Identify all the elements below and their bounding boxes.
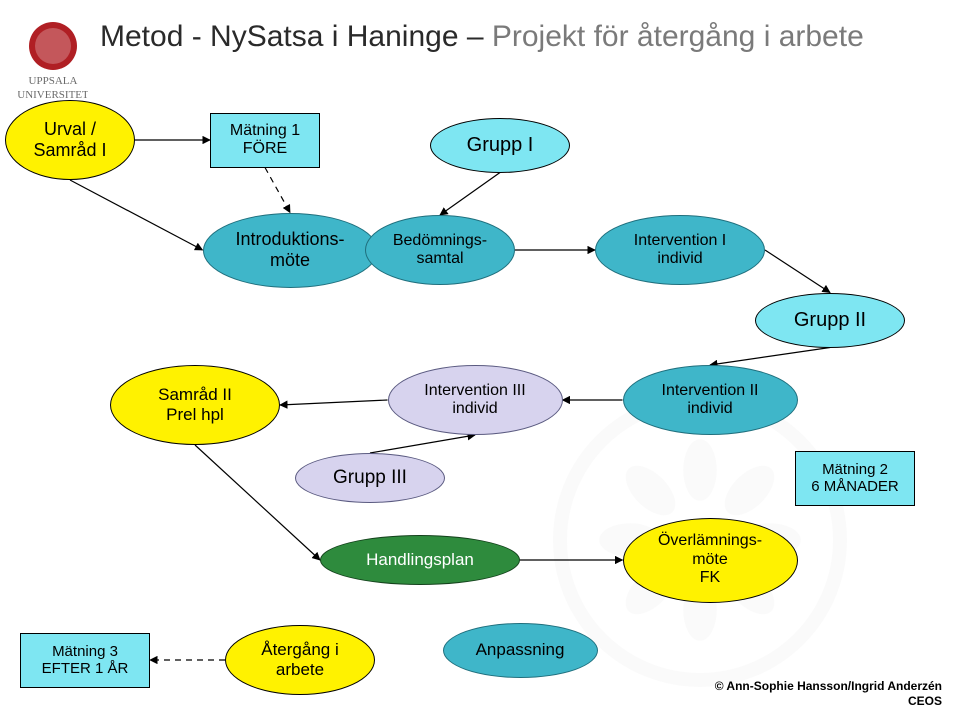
node-int1: Intervention I individ	[595, 215, 765, 285]
node-grupp1: Grupp I	[430, 118, 570, 173]
footer-credits: © Ann-Sophie Hansson/Ingrid Anderzén CEO…	[715, 679, 942, 708]
node-label: Återgång i arbete	[255, 638, 345, 681]
title-prefix: Metod - NySatsa i Haninge –	[100, 20, 492, 53]
edge-int3-samrad2	[280, 400, 388, 405]
flow-edges	[0, 0, 960, 720]
node-bedom: Bedömnings- samtal	[365, 215, 515, 285]
node-label: Mätning 1 FÖRE	[224, 120, 306, 161]
node-grupp2: Grupp II	[755, 293, 905, 348]
svg-text:UNIVERSITET: UNIVERSITET	[18, 89, 88, 101]
footer-line1: © Ann-Sophie Hansson/Ingrid Anderzén	[715, 679, 942, 693]
node-label: Överlämnings- möte FK	[652, 530, 768, 589]
node-label: Introduktions- möte	[229, 227, 350, 272]
node-int3: Intervention III individ	[388, 365, 563, 435]
node-matning1: Mätning 1 FÖRE	[210, 113, 320, 168]
node-label: Mätning 2 6 MÅNADER	[805, 459, 905, 498]
edge-int1-grupp2	[765, 250, 830, 293]
node-atergang: Återgång i arbete	[225, 625, 375, 695]
edge-grupp3-int3	[370, 435, 475, 453]
node-intro: Introduktions- möte	[203, 213, 378, 288]
edge-grupp2-int2	[710, 348, 830, 366]
node-label: Urval / Samråd I	[27, 117, 112, 162]
node-anpass: Anpassning	[443, 623, 598, 678]
university-logo: UPPSALA UNIVERSITET	[18, 18, 88, 113]
node-label: Intervention II individ	[656, 380, 765, 421]
edge-matning1-intro	[265, 168, 290, 213]
node-label: Intervention I individ	[628, 230, 733, 271]
page-title: Metod - NySatsa i Haninge – Projekt för …	[100, 20, 864, 54]
title-suffix: Projekt för återgång i arbete	[492, 20, 864, 53]
footer-line2: CEOS	[715, 694, 942, 708]
node-label: Bedömnings- samtal	[387, 230, 493, 271]
edge-grupp1-bedom	[440, 173, 500, 216]
diagram-stage: UPPSALA UNIVERSITET Metod - NySatsa i Han…	[0, 0, 960, 720]
node-samrad2: Samråd II Prel hpl	[110, 365, 280, 445]
node-handl: Handlingsplan	[320, 535, 520, 585]
node-matning3: Mätning 3 EFTER 1 ÅR	[20, 633, 150, 688]
node-label: Grupp I	[461, 132, 540, 159]
node-overl: Överlämnings- möte FK	[623, 518, 798, 603]
node-urval: Urval / Samråd I	[5, 100, 135, 180]
node-label: Grupp III	[327, 465, 413, 491]
node-label: Samråd II Prel hpl	[152, 383, 238, 426]
node-int2: Intervention II individ	[623, 365, 798, 435]
node-matning2: Mätning 2 6 MÅNADER	[795, 451, 915, 506]
node-label: Intervention III individ	[418, 380, 531, 421]
edge-samrad2-handl	[195, 445, 320, 560]
node-label: Handlingsplan	[360, 548, 480, 572]
edge-urval-intro	[70, 180, 203, 250]
node-label: Anpassning	[470, 638, 571, 662]
node-grupp3: Grupp III	[295, 453, 445, 503]
node-label: Grupp II	[788, 307, 872, 334]
svg-text:UPPSALA: UPPSALA	[29, 75, 78, 87]
node-label: Mätning 3 EFTER 1 ÅR	[36, 641, 135, 680]
watermark-seal	[0, 0, 960, 720]
